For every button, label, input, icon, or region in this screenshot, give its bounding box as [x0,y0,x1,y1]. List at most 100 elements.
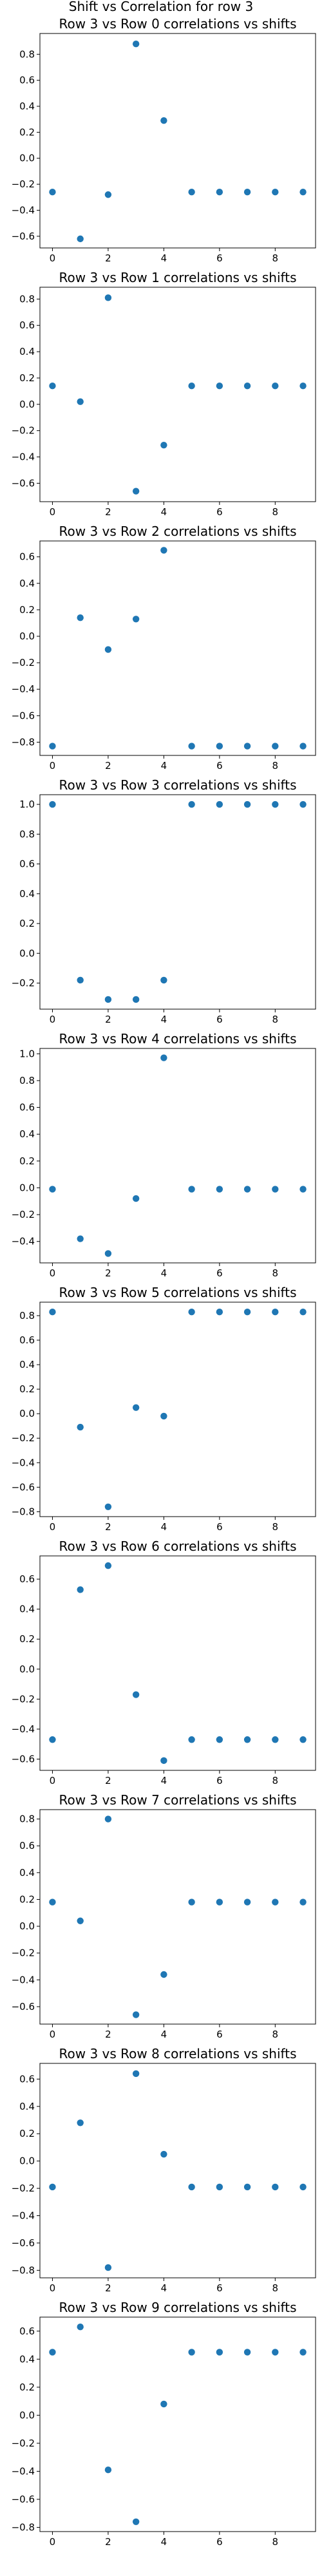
y-tick-label: 0.4 [19,1604,35,1615]
data-point [104,2467,112,2474]
data-point [49,2349,56,2356]
y-tick-label: −0.6 [12,231,35,242]
x-tick-label: 0 [50,2536,56,2548]
x-tick-label: 4 [161,252,167,264]
y-tick-label: −0.2 [12,2438,35,2449]
data-point [216,1186,223,1193]
x-tick-label: 4 [161,2282,167,2294]
subplot-2: Row 3 vs Row 2 correlations vs shifts 0 2 4… [12,524,316,772]
y-tick-label: 0.0 [19,1408,35,1419]
x-tick-label: 4 [161,1014,167,1025]
y-tick-label: 0.6 [19,2073,35,2085]
data-point [49,743,56,750]
x-tick-label: 0 [50,506,56,518]
data-point [49,1186,56,1193]
y-tick-label: −0.8 [12,1506,35,1517]
x-tick-label: 6 [216,1521,223,1533]
subplot-8: Row 3 vs Row 8 correlations vs shifts 0 2 4… [12,2046,316,2294]
y-tick-label: 0.4 [19,100,35,112]
y-tick-label: 0.6 [19,858,35,870]
y-tick-label: 0.4 [19,346,35,357]
x-tick-label: 8 [272,1521,279,1533]
x-tick-label: 0 [50,2282,56,2294]
x-tick-label: 8 [272,1014,279,1025]
data-point [77,614,84,621]
y-tick-label: 0.0 [19,1920,35,1932]
y-tick-label: 0.4 [19,2101,35,2112]
data-point [272,383,279,390]
y-tick-label: 1.0 [19,1048,35,1059]
data-point [104,294,112,301]
data-point [188,1309,195,1316]
data-point [216,743,223,750]
subplot-title: Row 3 vs Row 9 correlations vs shifts [59,2300,297,2315]
y-tick-label: 0.2 [19,2382,35,2393]
x-tick-label: 0 [50,1521,56,1533]
y-tick-label: 0.6 [19,2325,35,2337]
data-point [299,1309,307,1316]
data-point [132,616,140,623]
y-tick-label: 0.4 [19,578,35,589]
x-tick-label: 6 [216,2536,223,2548]
data-point [188,1186,195,1193]
x-tick-label: 2 [105,760,111,772]
y-tick-label: 0.2 [19,604,35,616]
subplot-title: Row 3 vs Row 5 correlations vs shifts [59,1285,297,1300]
y-tick-label: −0.4 [12,2465,35,2477]
data-point [188,383,195,390]
data-point [77,1586,84,1593]
data-point [299,2349,307,2356]
y-tick-label: 0.0 [19,1663,35,1675]
data-point [272,2183,279,2191]
y-tick-label: −0.2 [12,1432,35,1444]
data-point [216,1309,223,1316]
data-point [272,2349,279,2356]
y-tick-label: 0.2 [19,1383,35,1395]
y-tick-label: 0.0 [19,399,35,410]
y-tick-label: 0.2 [19,372,35,384]
y-tick-label: −0.2 [12,978,35,989]
y-tick-label: 0.6 [19,319,35,331]
data-point [49,1899,56,1906]
data-point [272,743,279,750]
data-point [160,117,167,124]
x-tick-label: 8 [272,1775,279,1786]
data-point [216,1899,223,1906]
data-point [77,976,84,984]
y-tick-label: −0.8 [12,2521,35,2533]
y-tick-label: −0.4 [12,451,35,463]
axes-frame [39,2316,316,2532]
y-tick-label: 0.6 [19,1334,35,1346]
y-tick-label: −0.6 [12,2494,35,2505]
data-point [77,2119,84,2126]
y-tick-label: 0.8 [19,1814,35,1825]
y-tick-label: −0.2 [12,1209,35,1220]
subplot-title: Row 3 vs Row 8 correlations vs shifts [59,2046,297,2061]
subplot-0: Row 3 vs Row 0 correlations vs shifts 0 2 4… [12,16,316,264]
data-point [132,40,140,48]
y-tick-label: 0.2 [19,126,35,138]
x-tick-label: 8 [272,252,279,264]
subplot-title: Row 3 vs Row 1 correlations vs shifts [59,270,297,285]
x-tick-label: 8 [272,760,279,772]
x-tick-label: 8 [272,2029,279,2040]
data-point [243,1186,251,1193]
y-tick-label: 0.2 [19,1155,35,1167]
data-point [243,2183,251,2191]
data-point [299,743,307,750]
y-tick-label: 0.8 [19,1075,35,1086]
data-point [243,1309,251,1316]
y-tick-label: −0.2 [12,425,35,437]
y-tick-label: 0.0 [19,1182,35,1193]
data-point [77,1235,84,1242]
data-point [49,383,56,390]
axes-frame [39,1809,316,2025]
axes-frame [39,1048,316,1264]
data-point [188,743,195,750]
subplot-5: Row 3 vs Row 5 correlations vs shifts 0 2 4… [12,1285,316,1533]
axes-frame [39,794,316,1010]
data-point [299,1736,307,1743]
y-tick-label: 0.8 [19,1310,35,1321]
subplot-3: Row 3 vs Row 3 correlations vs shifts 0 2 4… [12,777,316,1025]
y-tick-label: −0.2 [12,657,35,668]
